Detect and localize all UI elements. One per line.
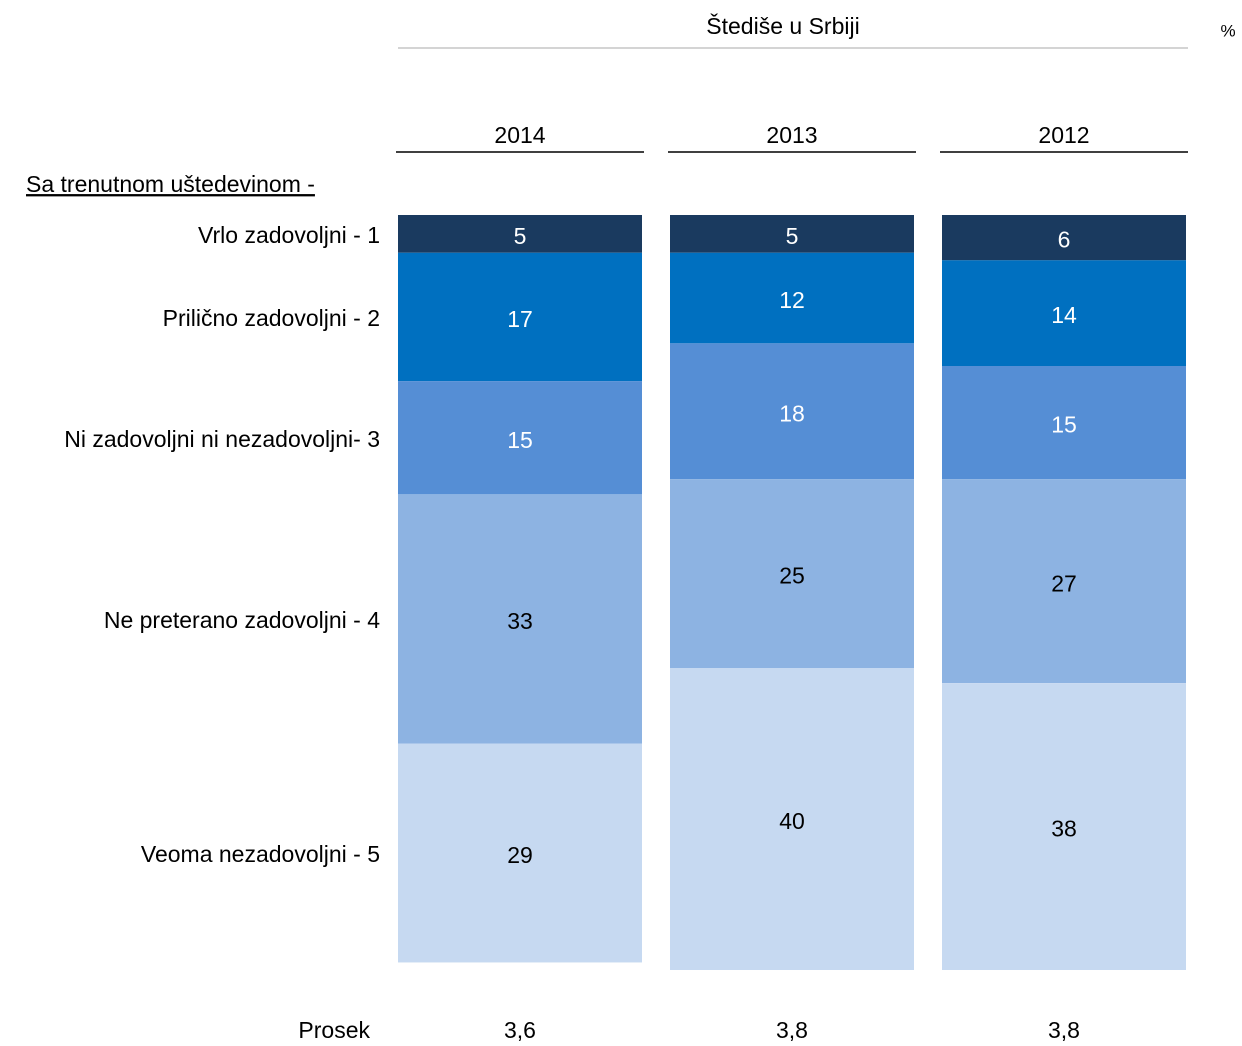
unit-label: % xyxy=(1220,21,1235,40)
average-value: 3,6 xyxy=(504,1017,536,1043)
x-tick-label: 2013 xyxy=(766,122,817,148)
bar-segment xyxy=(398,252,642,382)
bar-segment xyxy=(398,215,642,253)
data-label: 25 xyxy=(779,563,805,589)
data-label: 27 xyxy=(1051,570,1077,596)
legend-label: Ne preterano zadovoljni - 4 xyxy=(104,607,380,633)
data-label: 33 xyxy=(507,608,533,634)
data-label: 12 xyxy=(779,287,805,313)
chart-title: Štediše u Srbiji xyxy=(706,12,859,39)
bar-segment xyxy=(942,215,1186,261)
bar-segment xyxy=(942,683,1186,970)
average-value: 3,8 xyxy=(776,1017,808,1043)
x-tick-label: 2014 xyxy=(494,122,545,148)
average-label: Prosek xyxy=(298,1017,370,1043)
data-label: 5 xyxy=(786,223,799,249)
bar-segment xyxy=(398,494,642,744)
bar-segment xyxy=(670,479,914,668)
x-tick-label: 2012 xyxy=(1038,122,1089,148)
bar-segment xyxy=(942,479,1186,684)
data-label: 15 xyxy=(1051,412,1077,438)
data-label: 5 xyxy=(514,223,527,249)
bar-segment xyxy=(398,743,642,963)
bar-segment xyxy=(942,366,1186,480)
data-label: 17 xyxy=(507,306,533,332)
bar-segment xyxy=(670,215,914,253)
data-label: 18 xyxy=(779,400,805,426)
legend-label: Veoma nezadovoljni - 5 xyxy=(141,841,380,867)
data-label: 14 xyxy=(1051,302,1077,328)
legend-label: Ni zadovoljni ni nezadovoljni- 3 xyxy=(64,426,380,452)
average-value: 3,8 xyxy=(1048,1017,1080,1043)
subtitle: Sa trenutnom uštedevinom - xyxy=(26,171,315,197)
bar-segment xyxy=(670,252,914,344)
data-label: 29 xyxy=(507,842,533,868)
bar-segment xyxy=(670,343,914,480)
data-label: 38 xyxy=(1051,816,1077,842)
bar-segment xyxy=(670,668,914,970)
data-label: 40 xyxy=(779,808,805,834)
data-label: 15 xyxy=(507,427,533,453)
legend-label: Prilično zadovoljni - 2 xyxy=(163,305,380,331)
bar-segment xyxy=(942,260,1186,366)
bar-segment xyxy=(398,381,642,495)
legend-label: Vrlo zadovoljni - 1 xyxy=(198,222,380,248)
data-label: 6 xyxy=(1058,227,1071,253)
